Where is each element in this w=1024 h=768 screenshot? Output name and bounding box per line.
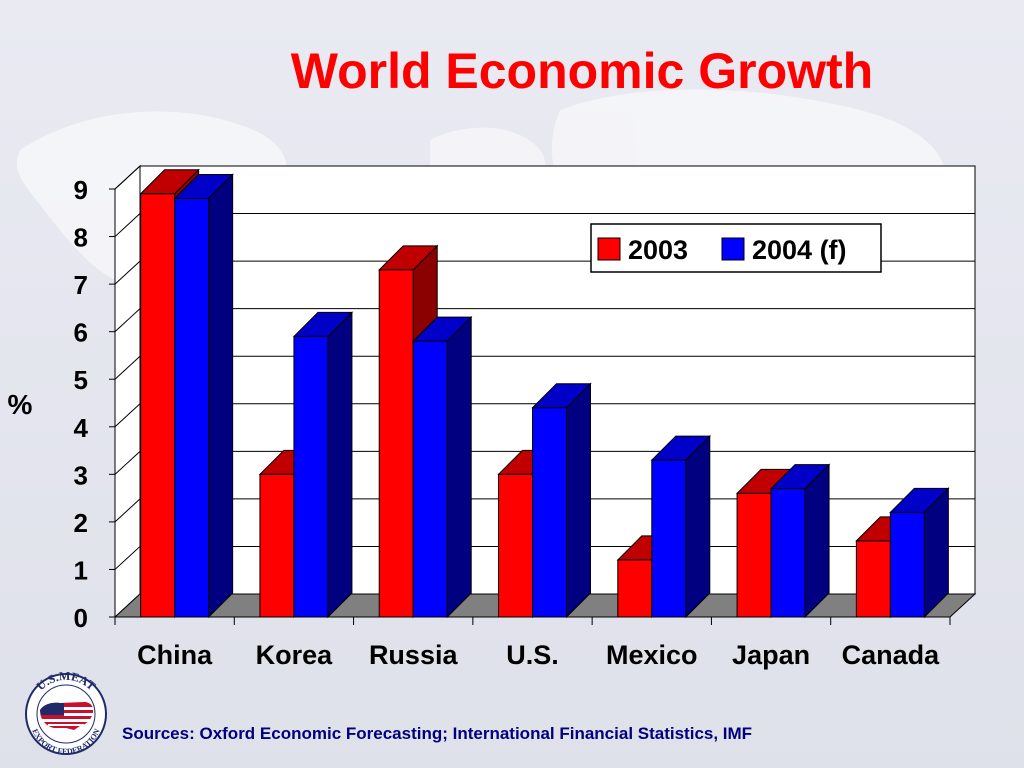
y-tick-label: 4 — [74, 413, 89, 443]
legend-label: 2004 (f) — [752, 235, 847, 265]
gridline — [114, 355, 975, 380]
bar — [532, 407, 567, 618]
bar — [378, 269, 414, 618]
y-tick-label: 2 — [74, 508, 88, 538]
x-tick-label: Japan — [732, 640, 810, 670]
x-tick-label: Canada — [842, 640, 941, 670]
slide-title: World Economic Growth — [290, 43, 874, 99]
bar-side — [208, 173, 234, 619]
x-tick-label: Korea — [256, 640, 334, 670]
y-axis-label: % — [8, 389, 33, 420]
y-tick-label: 3 — [74, 460, 88, 490]
bar — [770, 488, 806, 618]
bar — [293, 335, 329, 618]
bar — [617, 559, 653, 618]
y-tick-label: 7 — [74, 270, 88, 300]
bar — [412, 340, 448, 618]
bar — [259, 473, 295, 618]
gridline — [114, 213, 975, 237]
bar — [736, 492, 772, 618]
bar-side — [446, 315, 472, 619]
y-tick-label: 0 — [74, 603, 88, 633]
legend-swatch — [597, 237, 621, 261]
x-tick-label: Russia — [369, 640, 459, 670]
bar — [855, 540, 891, 618]
bar-side — [566, 382, 591, 619]
gridline — [114, 403, 975, 428]
y-tick-label: 1 — [74, 555, 88, 585]
bar-side — [327, 311, 353, 619]
x-tick-label: U.S. — [506, 640, 559, 670]
legend-swatch — [721, 237, 745, 261]
y-tick-label: 5 — [74, 365, 88, 395]
bar — [140, 193, 176, 618]
x-tick-label: Mexico — [606, 640, 698, 670]
bar-side — [685, 434, 711, 619]
y-tick-label: 9 — [74, 175, 88, 205]
usmef-logo: U.S.MEAT EXPORT FEDERATION — [25, 669, 107, 756]
source-note: Sources: Oxford Economic Forecasting; In… — [122, 724, 753, 743]
legend-label: 2003 — [628, 235, 688, 265]
bar — [889, 511, 925, 618]
y-tick-label: 8 — [74, 223, 88, 253]
bar — [498, 473, 533, 618]
gridline — [114, 308, 975, 333]
legend-box — [590, 223, 882, 273]
y-tick-label: 6 — [74, 318, 88, 348]
bar — [174, 198, 210, 618]
bar-side — [804, 463, 830, 619]
x-tick-label: China — [137, 640, 213, 670]
bar — [651, 459, 687, 618]
gridline — [114, 165, 975, 190]
